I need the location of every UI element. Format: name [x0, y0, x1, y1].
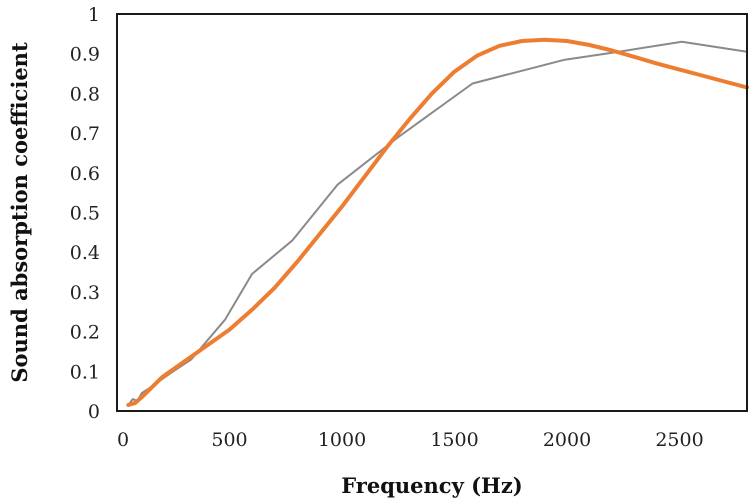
y-tick-label: 0	[88, 401, 100, 423]
y-axis-title: Sound absorption coefficient	[7, 42, 32, 383]
x-tick-label: 0	[117, 429, 129, 451]
y-axis-ticks: 0 0.1 0.2 0.3 0.4 0.5 0.6 0.7 0.8 0.9 1	[70, 4, 100, 423]
series-line-predicted	[126, 37, 749, 407]
x-axis-ticks: 0 500 1000 1500 2000 2500	[117, 429, 704, 451]
y-tick-label: 0.2	[70, 322, 100, 344]
y-tick-label: 0.4	[70, 242, 100, 264]
x-tick-label: 2000	[543, 429, 591, 451]
y-tick-label: 0.1	[70, 361, 100, 383]
y-tick-label: 0.6	[70, 163, 100, 185]
y-tick-label: 1	[88, 4, 100, 26]
plot-frame	[116, 13, 748, 412]
x-tick-label: 500	[211, 429, 247, 451]
y-tick-label: 0.3	[70, 282, 100, 304]
x-tick-label: 1500	[430, 429, 478, 451]
series-line-measured	[127, 40, 748, 406]
plot-lines	[126, 37, 749, 407]
x-tick-label: 2500	[655, 429, 703, 451]
x-axis-title: Frequency (Hz)	[341, 473, 522, 498]
x-tick-label: 1000	[318, 429, 366, 451]
y-tick-label: 0.8	[70, 83, 100, 105]
y-tick-label: 0.7	[70, 123, 100, 145]
y-tick-label: 0.9	[70, 44, 100, 66]
y-tick-label: 0.5	[70, 203, 100, 225]
